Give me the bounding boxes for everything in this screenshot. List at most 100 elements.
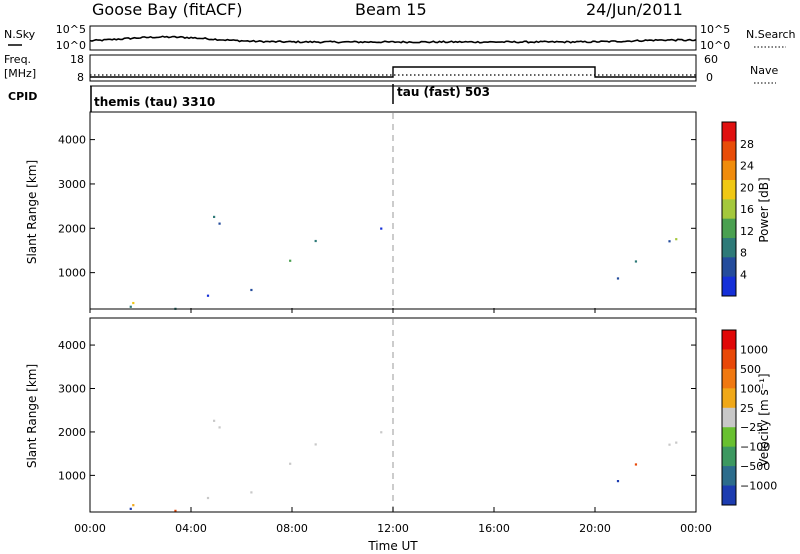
noise-sky-line	[89, 35, 697, 44]
velocity-colorbar-tick: 100	[740, 382, 761, 395]
velocity-echo-cell	[314, 443, 317, 446]
noise-right-tick-top: 10^5	[700, 23, 730, 36]
power-ylabel: Slant Range [km]	[25, 160, 39, 264]
velocity-colorbar-swatch	[722, 466, 736, 487]
power-colorbar-swatch	[722, 122, 736, 142]
nave-line	[90, 66, 696, 78]
velocity-ytick-label: 2000	[58, 426, 86, 439]
velocity-echo-cell	[129, 507, 132, 510]
velocity-colorbar-tick: 25	[740, 402, 754, 415]
power-echo-cell	[668, 240, 671, 243]
power-echo-cell	[380, 227, 383, 230]
power-colorbar-swatch	[722, 257, 736, 278]
power-colorbar-tick: 4	[740, 268, 747, 281]
x-axis-label: Time UT	[367, 539, 418, 553]
power-echo-cell	[132, 301, 135, 305]
power-ytick-label: 3000	[58, 178, 86, 191]
velocity-colorbar-swatch	[722, 407, 736, 428]
power-echo-cell	[250, 288, 253, 292]
velocity-ytick-label: 3000	[58, 383, 86, 396]
velocity-colorbar-label: Velocity [m s⁻¹]	[757, 373, 771, 466]
velocity-echo-cell	[634, 463, 638, 466]
power-colorbar-swatch	[722, 160, 736, 181]
freq-right-tick-bottom: 0	[706, 71, 713, 84]
noise-right-label: N.Search	[746, 28, 796, 41]
velocity-colorbar-swatch	[722, 485, 736, 506]
power-echo-cell	[616, 277, 620, 280]
power-colorbar: 28 24 20 16 12 8 4	[721, 121, 754, 297]
x-tick-label: 00:00	[74, 522, 106, 535]
x-tick-label: 00:00	[680, 522, 712, 535]
velocity-panel-frame	[89, 317, 697, 513]
power-colorbar-tick: 20	[740, 181, 754, 194]
x-tick-label: 08:00	[276, 522, 308, 535]
velocity-colorbar-swatch	[722, 388, 736, 409]
velocity-echo-cell	[250, 491, 253, 494]
header-date: 24/Jun/2011	[586, 0, 683, 19]
velocity-colorbar-swatch	[722, 446, 736, 467]
velocity-ylabel: Slant Range [km]	[25, 364, 39, 468]
x-tick-label: 20:00	[579, 522, 611, 535]
velocity-colorbar-swatch	[722, 427, 736, 448]
velocity-colorbar-swatch	[722, 330, 736, 350]
velocity-echo-layer	[129, 419, 678, 512]
power-colorbar-swatch	[722, 141, 736, 162]
power-colorbar-swatch	[722, 276, 736, 297]
velocity-ytick-label: 4000	[58, 339, 86, 352]
power-echo-cell	[206, 294, 210, 297]
velocity-echo-cell	[616, 480, 620, 483]
noise-left-label: N.Sky	[4, 28, 36, 41]
velocity-colorbar-swatch	[722, 368, 736, 389]
velocity-colorbar-tick: −1000	[740, 480, 777, 493]
power-colorbar-label: Power [dB]	[757, 177, 771, 242]
power-ytick-label: 2000	[58, 222, 86, 235]
x-tick-label: 04:00	[175, 522, 207, 535]
velocity-echo-cell	[218, 426, 221, 429]
power-colorbar-tick: 12	[740, 225, 754, 238]
velocity-echo-cell	[132, 504, 135, 507]
power-ytick-label: 4000	[58, 134, 86, 147]
velocity-colorbar-tick: 1000	[740, 343, 768, 356]
power-echo-cell	[218, 222, 221, 225]
velocity-echo-cell	[380, 431, 383, 434]
velocity-colorbar-tick: −25	[740, 421, 763, 434]
power-echo-cell	[129, 305, 132, 308]
freq-left-label-1: Freq.	[4, 53, 31, 66]
velocity-echo-cell	[668, 443, 671, 446]
velocity-echo-cell	[213, 419, 216, 422]
header-station: Goose Bay (fitACF)	[92, 0, 242, 19]
freq-left-tick-bottom: 8	[77, 71, 84, 84]
noise-panel-frame	[89, 25, 697, 51]
velocity-colorbar-tick: −500	[740, 460, 770, 473]
power-echo-cell	[289, 259, 292, 262]
power-colorbar-swatch	[722, 199, 736, 220]
velocity-colorbar-swatch	[722, 349, 736, 370]
power-echo-cell	[675, 238, 678, 241]
velocity-colorbar-tick: 500	[740, 363, 761, 376]
velocity-ytick-label: 1000	[58, 469, 86, 482]
power-colorbar-tick: 16	[740, 203, 754, 216]
power-ytick-label: 1000	[58, 267, 86, 280]
power-echo-cell	[634, 260, 638, 263]
power-colorbar-swatch	[722, 218, 736, 239]
power-colorbar-tick: 24	[740, 160, 754, 173]
power-colorbar-swatch	[722, 180, 736, 200]
velocity-colorbar: 1000 500 100 25 −25 −100 −500 −1000	[721, 329, 777, 506]
cpid-label: CPID	[8, 90, 37, 103]
power-colorbar-frame	[721, 121, 737, 297]
freq-left-tick-top: 18	[70, 53, 84, 66]
noise-left-tick-bottom: 10^0	[56, 39, 86, 52]
velocity-y-ticks: 4000 3000 2000 1000	[58, 339, 696, 482]
cpid-segment-themis: themis (tau) 3310	[94, 95, 215, 109]
power-colorbar-swatch	[722, 238, 736, 258]
velocity-echo-cell	[675, 441, 678, 444]
velocity-echo-cell	[206, 496, 210, 500]
power-colorbar-tick: 8	[740, 247, 747, 260]
power-echo-cell	[314, 239, 317, 243]
velocity-colorbar-tick: −100	[740, 441, 770, 454]
freq-panel-frame	[89, 54, 697, 82]
cpid-segment-tau-fast: tau (fast) 503	[397, 85, 490, 99]
noise-right-tick-bottom: 10^0	[700, 39, 730, 52]
x-tick-label: 12:00	[377, 522, 409, 535]
